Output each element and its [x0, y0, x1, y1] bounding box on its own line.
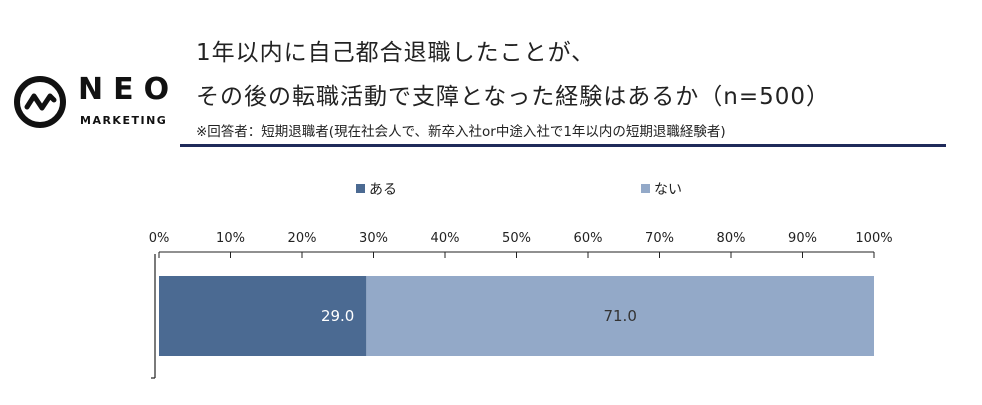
logo-subtitle: MARKETING: [80, 114, 168, 127]
x-tick-label-8: 80%: [717, 231, 746, 246]
x-tick-label-2: 20%: [288, 231, 317, 246]
chart-title-line1: 1年以内に自己都合退職したことが、: [196, 40, 596, 66]
x-tick-label-7: 70%: [645, 231, 674, 246]
x-tick-label-3: 30%: [359, 231, 388, 246]
chart-title-line2: その後の転職活動で支障となった経験はあるか（n=500）: [196, 84, 831, 110]
data-label-0: 29.0: [321, 307, 354, 325]
logo-wordmark: NEO: [78, 72, 180, 107]
bar-segment-1: [366, 276, 874, 356]
respondent-note: ※回答者：短期退職者(現在社会人で、新卒入社or中途入社で1年以内の短期退職経験…: [196, 124, 726, 140]
logo-wave-icon: [14, 76, 66, 128]
data-label-1: 71.0: [603, 307, 636, 325]
x-tick-label-6: 60%: [574, 231, 603, 246]
bar-segment-0: [159, 276, 367, 356]
title-divider: [180, 144, 946, 147]
legend-swatch-1: [641, 184, 650, 193]
x-tick-label-4: 40%: [431, 231, 460, 246]
neo-marketing-logo: NEO MARKETING: [12, 70, 182, 134]
legend-label-0: ある: [369, 182, 397, 198]
x-tick-label-10: 100%: [855, 231, 892, 246]
legend-label-1: ない: [654, 182, 682, 198]
x-tick-label-9: 90%: [788, 231, 817, 246]
x-tick-label-1: 10%: [216, 231, 245, 246]
legend-swatch-0: [356, 184, 365, 193]
x-tick-label-0: 0%: [149, 231, 170, 246]
x-tick-label-5: 50%: [502, 231, 531, 246]
